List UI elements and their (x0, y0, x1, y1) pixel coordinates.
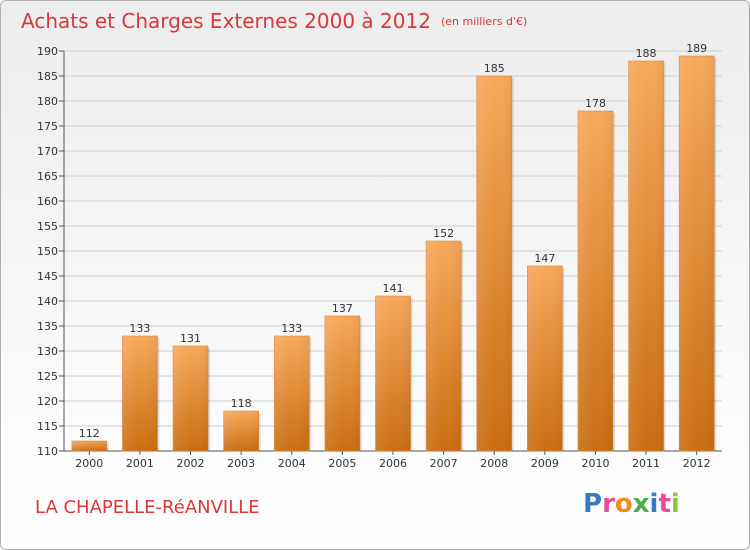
bar-value-label: 189 (686, 42, 707, 55)
bar-value-label: 112 (79, 427, 100, 440)
bar-value-label: 137 (332, 302, 353, 315)
y-tick-label: 125 (37, 370, 58, 383)
bar-shine (679, 56, 715, 451)
chart-title-unit: (en milliers d'€) (440, 15, 528, 28)
y-tick-label: 145 (37, 270, 58, 283)
y-tick-label: 110 (37, 445, 58, 458)
bar-shine (173, 346, 209, 451)
y-tick-label: 130 (37, 345, 58, 358)
bar-shine (577, 111, 613, 451)
y-tick-label: 155 (37, 220, 58, 233)
x-tick-label: 2007 (430, 457, 458, 470)
logo-letter: r (602, 489, 615, 519)
x-tick-label: 2010 (581, 457, 609, 470)
y-tick-label: 115 (37, 420, 58, 433)
bar-value-label: 188 (636, 47, 657, 60)
bar-shine (274, 336, 310, 451)
y-tick-label: 140 (37, 295, 58, 308)
y-tick-label: 180 (37, 95, 58, 108)
chart-title: Achats et Charges Externes 2000 à 2012 (e… (21, 9, 527, 33)
y-tick-label: 170 (37, 145, 58, 158)
y-tick-label: 150 (37, 245, 58, 258)
labels: 110 115 120 125 130 135 140 145 150 155 160 165 170 1… (37, 42, 711, 470)
y-tick-label: 120 (37, 395, 58, 408)
bar-shine (476, 76, 512, 451)
logo-letter: t (658, 489, 671, 519)
bar-value-label: 118 (231, 397, 252, 410)
bars (71, 55, 717, 452)
proxiti-logo[interactable]: Proxiti (583, 489, 680, 519)
bar-shine (628, 61, 664, 451)
bar-value-label: 131 (180, 332, 201, 345)
bar-value-label: 152 (433, 227, 454, 240)
bar-value-label: 133 (129, 322, 150, 335)
chart-title-main: Achats et Charges Externes 2000 à 2012 (21, 9, 431, 33)
logo-letter: x (632, 489, 650, 519)
x-tick-label: 2008 (480, 457, 508, 470)
y-tick-label: 135 (37, 320, 58, 333)
bar-shine (527, 266, 563, 451)
y-tick-label: 175 (37, 120, 58, 133)
y-tick-label: 165 (37, 170, 58, 183)
x-tick-label: 2011 (632, 457, 660, 470)
bar-shine (223, 411, 259, 451)
y-tick-label: 190 (37, 45, 58, 58)
x-tick-label: 2006 (379, 457, 407, 470)
bar-shine (375, 296, 411, 451)
commune-name: LA CHAPELLE-RéANVILLE (35, 497, 260, 518)
bar-shine (122, 336, 158, 451)
logo-letter: i (670, 489, 680, 519)
bar-value-label: 178 (585, 97, 606, 110)
bar-value-label: 185 (484, 62, 505, 75)
bar-shine (71, 441, 107, 451)
x-tick-label: 2001 (126, 457, 154, 470)
x-tick-label: 2005 (328, 457, 356, 470)
bar-shine (324, 316, 360, 451)
y-tick-label: 160 (37, 195, 58, 208)
x-tick-label: 2000 (75, 457, 103, 470)
logo-letter: P (583, 489, 603, 519)
bar-value-label: 141 (383, 282, 404, 295)
x-tick-label: 2012 (683, 457, 711, 470)
bar-value-label: 133 (281, 322, 302, 335)
y-tick-label: 185 (37, 70, 58, 83)
bar-shine (426, 241, 462, 451)
x-tick-label: 2002 (177, 457, 205, 470)
x-tick-label: 2009 (531, 457, 559, 470)
logo-letter: i (649, 489, 659, 519)
logo-letter: o (614, 489, 633, 519)
bar-value-label: 147 (534, 252, 555, 265)
x-tick-label: 2003 (227, 457, 255, 470)
x-tick-label: 2004 (278, 457, 306, 470)
